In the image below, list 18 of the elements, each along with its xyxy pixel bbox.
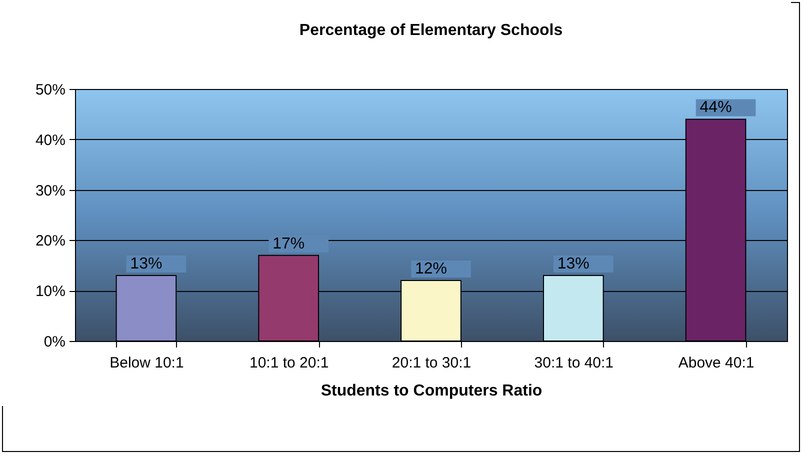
y-tick-label: 10%: [35, 283, 66, 300]
y-tick-label: 50%: [35, 82, 66, 98]
y-tick-label: 20%: [35, 232, 66, 250]
x-tick-label: 30:1 to 40:1: [534, 354, 614, 372]
y-tick-label: 30%: [35, 182, 66, 200]
x-tick-label: Above 40:1: [678, 354, 754, 372]
data-label: 17%: [272, 235, 305, 252]
data-label: 13%: [130, 255, 162, 272]
chart-title: Percentage of Elementary Schools: [299, 22, 563, 39]
y-tick-label: 0%: [44, 334, 66, 350]
x-axis-title: Students to Computers Ratio: [320, 382, 542, 400]
data-label: 44%: [700, 99, 732, 116]
data-label: 13%: [557, 255, 590, 272]
x-tick-label: 20:1 to 30:1: [392, 354, 472, 372]
x-tick-label: Below 10:1: [110, 354, 184, 372]
x-tick-label: 10:1 to 20:1: [249, 354, 329, 372]
y-tick-label: 40%: [35, 132, 66, 149]
data-label: 12%: [414, 260, 448, 278]
